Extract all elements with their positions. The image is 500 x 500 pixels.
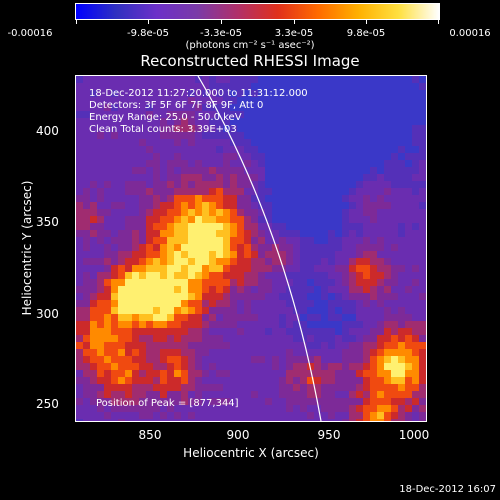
peak-position-label: Position of Peak = [877,344] bbox=[96, 398, 239, 409]
clean-counts-label: Clean Total counts: 3.39E+03 bbox=[89, 124, 237, 135]
image-plot: 18-Dec-2012 11:27:20.000 to 11:31:12.000… bbox=[75, 75, 427, 422]
colorbar-tickmark bbox=[294, 19, 295, 24]
detectors-label: Detectors: 3F 5F 6F 7F 8F 9F, Att 0 bbox=[89, 100, 264, 111]
colorbar-tickmark bbox=[366, 19, 367, 24]
x-tick-label: 900 bbox=[226, 428, 250, 442]
energy-range-label: Energy Range: 25.0 - 50.0 keV bbox=[89, 112, 242, 123]
colorbar-tick-label: -9.8e-05 bbox=[127, 28, 169, 39]
colorbar-tick-label: 9.8e-05 bbox=[346, 28, 386, 39]
x-tick-label: 850 bbox=[138, 428, 162, 442]
y-tick-label: 400 bbox=[36, 124, 59, 138]
colorbar-tick-label: -0.00016 bbox=[7, 28, 53, 39]
y-tick-label: 300 bbox=[36, 307, 59, 321]
y-axis-label: Heliocentric Y (arcsec) bbox=[20, 180, 34, 316]
colorbar bbox=[75, 3, 440, 20]
footer-timestamp: 18-Dec-2012 16:07 bbox=[399, 484, 496, 495]
colorbar-tickmark bbox=[438, 19, 439, 24]
colorbar-unit: (photons cm⁻² s⁻¹ asec⁻²) bbox=[185, 40, 315, 51]
x-axis-label: Heliocentric X (arcsec) bbox=[183, 446, 319, 460]
x-tick-label: 1000 bbox=[398, 428, 430, 442]
colorbar-tick-label: 3.3e-05 bbox=[274, 28, 314, 39]
x-tick-label: 950 bbox=[317, 428, 341, 442]
colorbar-tickmark bbox=[148, 19, 149, 24]
colorbar-tick-label: -3.3e-05 bbox=[200, 28, 242, 39]
solar-limb-line bbox=[197, 76, 322, 421]
colorbar-tick-label: 0.00016 bbox=[449, 28, 491, 39]
time-range-label: 18-Dec-2012 11:27:20.000 to 11:31:12.000 bbox=[89, 88, 308, 99]
y-tick-label: 250 bbox=[36, 397, 59, 411]
colorbar-tickmark bbox=[76, 19, 77, 24]
heatmap-canvas bbox=[76, 76, 426, 421]
image-title: Reconstructed RHESSI Image bbox=[140, 52, 360, 70]
colorbar-tickmark bbox=[221, 19, 222, 24]
y-tick-label: 350 bbox=[36, 215, 59, 229]
